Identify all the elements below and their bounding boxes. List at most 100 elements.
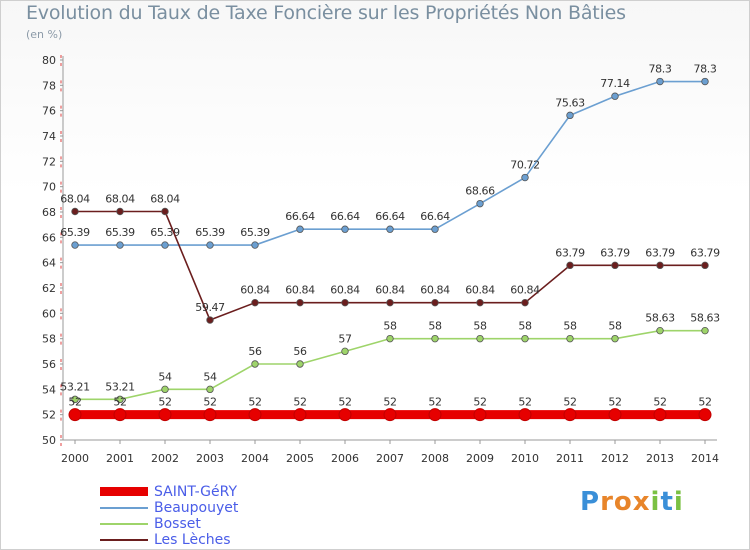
legend-label-bosset: Bosset bbox=[154, 516, 201, 532]
data-label: 58.63 bbox=[645, 312, 675, 325]
data-label: 63.79 bbox=[645, 246, 675, 259]
data-label: 78.3 bbox=[694, 63, 717, 76]
data-label: 52 bbox=[473, 396, 486, 409]
data-point bbox=[563, 408, 577, 422]
data-point bbox=[431, 334, 439, 343]
data-label: 66.64 bbox=[375, 210, 405, 223]
chart-unit: (en %) bbox=[26, 28, 63, 41]
data-point bbox=[161, 207, 169, 216]
data-point bbox=[566, 111, 574, 120]
data-label: 56 bbox=[293, 345, 307, 358]
legend-swatch-saint-gery bbox=[100, 487, 148, 496]
data-point bbox=[386, 298, 394, 307]
data-label: 65.39 bbox=[195, 226, 225, 239]
data-point bbox=[248, 408, 262, 422]
x-tick-label: 2008 bbox=[421, 452, 449, 465]
data-label: 58.63 bbox=[690, 312, 720, 325]
data-label: 60.84 bbox=[240, 284, 270, 297]
data-point bbox=[431, 225, 439, 233]
data-point bbox=[701, 77, 709, 86]
data-point bbox=[251, 360, 259, 368]
line-chart: 50 52 54 56 58 60 62 64 66 68 70 72 74 76 78 80 2000 2001… bbox=[42, 54, 721, 465]
data-point bbox=[251, 241, 259, 249]
data-label: 58 bbox=[428, 320, 442, 333]
data-label: 57 bbox=[338, 332, 352, 345]
data-label: 78.3 bbox=[649, 63, 672, 76]
data-label: 52 bbox=[293, 396, 306, 409]
data-label: 65.39 bbox=[105, 226, 135, 239]
data-point bbox=[341, 347, 349, 356]
logo-letter: i bbox=[650, 487, 661, 517]
data-label: 52 bbox=[608, 396, 621, 409]
data-label: 68.04 bbox=[150, 192, 180, 205]
x-tick-label: 2003 bbox=[196, 452, 224, 465]
y-tick-label: 58 bbox=[42, 333, 56, 346]
data-label: 52 bbox=[158, 396, 171, 409]
series-bosset: 53.21 53.21 54 54 56 56 57 58 58 58 58 58 58 58.63 58.… bbox=[60, 312, 721, 404]
data-point bbox=[158, 408, 172, 422]
data-point bbox=[386, 225, 394, 233]
data-label: 68.04 bbox=[105, 192, 135, 205]
chart-title: Evolution du Taux de Taxe Foncière sur l… bbox=[26, 2, 626, 24]
data-label: 52 bbox=[68, 396, 81, 409]
data-label: 60.84 bbox=[330, 284, 360, 297]
x-tick-label: 2007 bbox=[376, 452, 404, 465]
y-tick-label: 78 bbox=[42, 79, 56, 92]
x-tick-label: 2013 bbox=[646, 452, 674, 465]
data-point bbox=[656, 77, 664, 86]
data-point bbox=[428, 408, 442, 422]
data-point bbox=[473, 408, 487, 422]
data-point bbox=[338, 408, 352, 422]
data-label: 52 bbox=[518, 396, 531, 409]
data-point bbox=[386, 334, 394, 343]
logo-letter: o bbox=[613, 487, 633, 517]
logo-letter: t bbox=[660, 487, 674, 517]
data-point bbox=[206, 316, 214, 324]
data-point bbox=[161, 385, 169, 394]
x-tick-label: 2012 bbox=[601, 452, 629, 465]
data-point bbox=[293, 408, 307, 422]
data-label: 58 bbox=[608, 320, 622, 333]
data-point bbox=[341, 225, 349, 233]
legend-swatch-bosset bbox=[100, 523, 148, 525]
y-tick-label: 50 bbox=[42, 434, 56, 447]
data-label: 52 bbox=[428, 396, 441, 409]
data-label: 60.84 bbox=[285, 284, 315, 297]
data-label: 52 bbox=[203, 396, 216, 409]
data-point bbox=[521, 334, 529, 343]
y-tick-label: 70 bbox=[42, 181, 56, 194]
data-label: 58 bbox=[473, 320, 487, 333]
data-point bbox=[476, 334, 484, 343]
proxiti-logo: Proxiti bbox=[580, 487, 684, 517]
data-point bbox=[653, 408, 667, 422]
data-point bbox=[206, 385, 214, 394]
data-point bbox=[71, 395, 79, 404]
data-point bbox=[608, 408, 622, 422]
data-point bbox=[116, 241, 124, 249]
logo-letter: r bbox=[600, 487, 614, 517]
data-label: 60.84 bbox=[420, 284, 450, 297]
data-label: 65.39 bbox=[60, 226, 90, 239]
data-point bbox=[116, 207, 124, 216]
legend-swatch-beaupouyet bbox=[100, 507, 148, 509]
data-point bbox=[566, 334, 574, 343]
data-label: 52 bbox=[563, 396, 576, 409]
data-point bbox=[296, 360, 304, 368]
data-point bbox=[203, 408, 217, 422]
legend-label-beaupouyet: Beaupouyet bbox=[154, 500, 239, 516]
data-label: 53.21 bbox=[60, 380, 90, 393]
x-tick-label: 2010 bbox=[511, 452, 539, 465]
data-point bbox=[341, 298, 349, 307]
data-point bbox=[71, 207, 79, 216]
data-label: 58 bbox=[563, 320, 577, 333]
logo-letter: i bbox=[673, 487, 684, 517]
logo-letter: P bbox=[580, 487, 601, 517]
data-label: 60.84 bbox=[510, 284, 540, 297]
data-point bbox=[71, 241, 79, 249]
data-point bbox=[656, 326, 664, 335]
data-point bbox=[476, 298, 484, 307]
data-label: 77.14 bbox=[600, 77, 630, 90]
data-label: 52 bbox=[653, 396, 666, 409]
data-point bbox=[116, 395, 124, 404]
